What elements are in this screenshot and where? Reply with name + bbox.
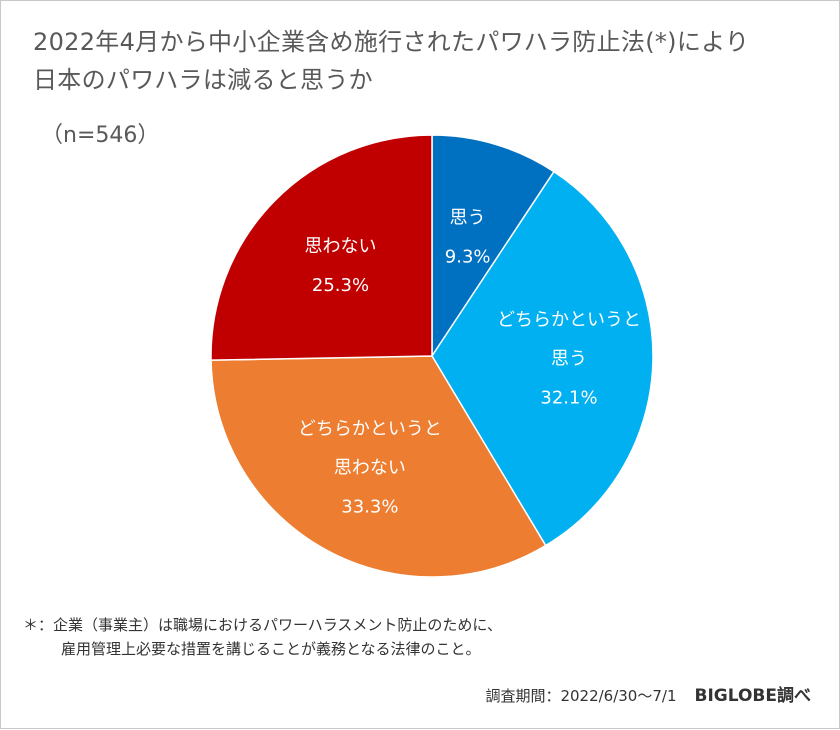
- slice-value-label: 32.1%: [540, 388, 597, 409]
- slice-label-1: 思う 9.3%: [445, 207, 491, 267]
- slice-label-4: 思わない 25.3%: [305, 236, 377, 296]
- slice-value-label: 9.3%: [445, 246, 491, 267]
- footnote-line-1: ＊：企業（事業主）は職場におけるパワーハラスメント防止のために、: [23, 616, 502, 634]
- footnote: ＊：企業（事業主）は職場におけるパワーハラスメント防止のために、 雇用管理上必要…: [23, 613, 502, 661]
- pie-slice-4: [210, 134, 433, 361]
- pie-slice-2: [431, 170, 654, 547]
- chart-title: 2022年4月から中小企業含め施行されたパワハラ防止法(*)により 日本のパワハ…: [33, 23, 823, 99]
- pie-slice-3: [210, 355, 547, 578]
- footnote-line-2: 雇用管理上必要な措置を講じることが義務となる法律のこと。: [61, 640, 481, 658]
- pie-slice-1: [431, 134, 555, 359]
- slice-category-label: 思う: [551, 349, 587, 370]
- chart-title-line-1: 2022年4月から中小企業含め施行されたパワハラ防止法(*)により: [33, 28, 750, 56]
- chart-title-line-2: 日本のパワハラは減ると思うか: [33, 66, 373, 94]
- slice-value-label: 33.3%: [341, 497, 398, 518]
- slice-category-label: どちらかというと: [497, 310, 641, 331]
- sample-size: （n=546）: [41, 123, 160, 148]
- slice-category-label: 思わない: [334, 458, 406, 479]
- source-credit: BIGLOBE調べ: [694, 686, 812, 706]
- slice-category-label: 思う: [450, 207, 486, 228]
- slice-category-label: どちらかというと: [298, 419, 442, 440]
- slice-category-label: 思わない: [305, 236, 377, 257]
- survey-period: 調査期間：2022/6/30〜7/1: [485, 687, 677, 705]
- slice-value-label: 25.3%: [312, 275, 369, 296]
- footer: 調査期間：2022/6/30〜7/1 BIGLOBE調べ: [485, 681, 811, 706]
